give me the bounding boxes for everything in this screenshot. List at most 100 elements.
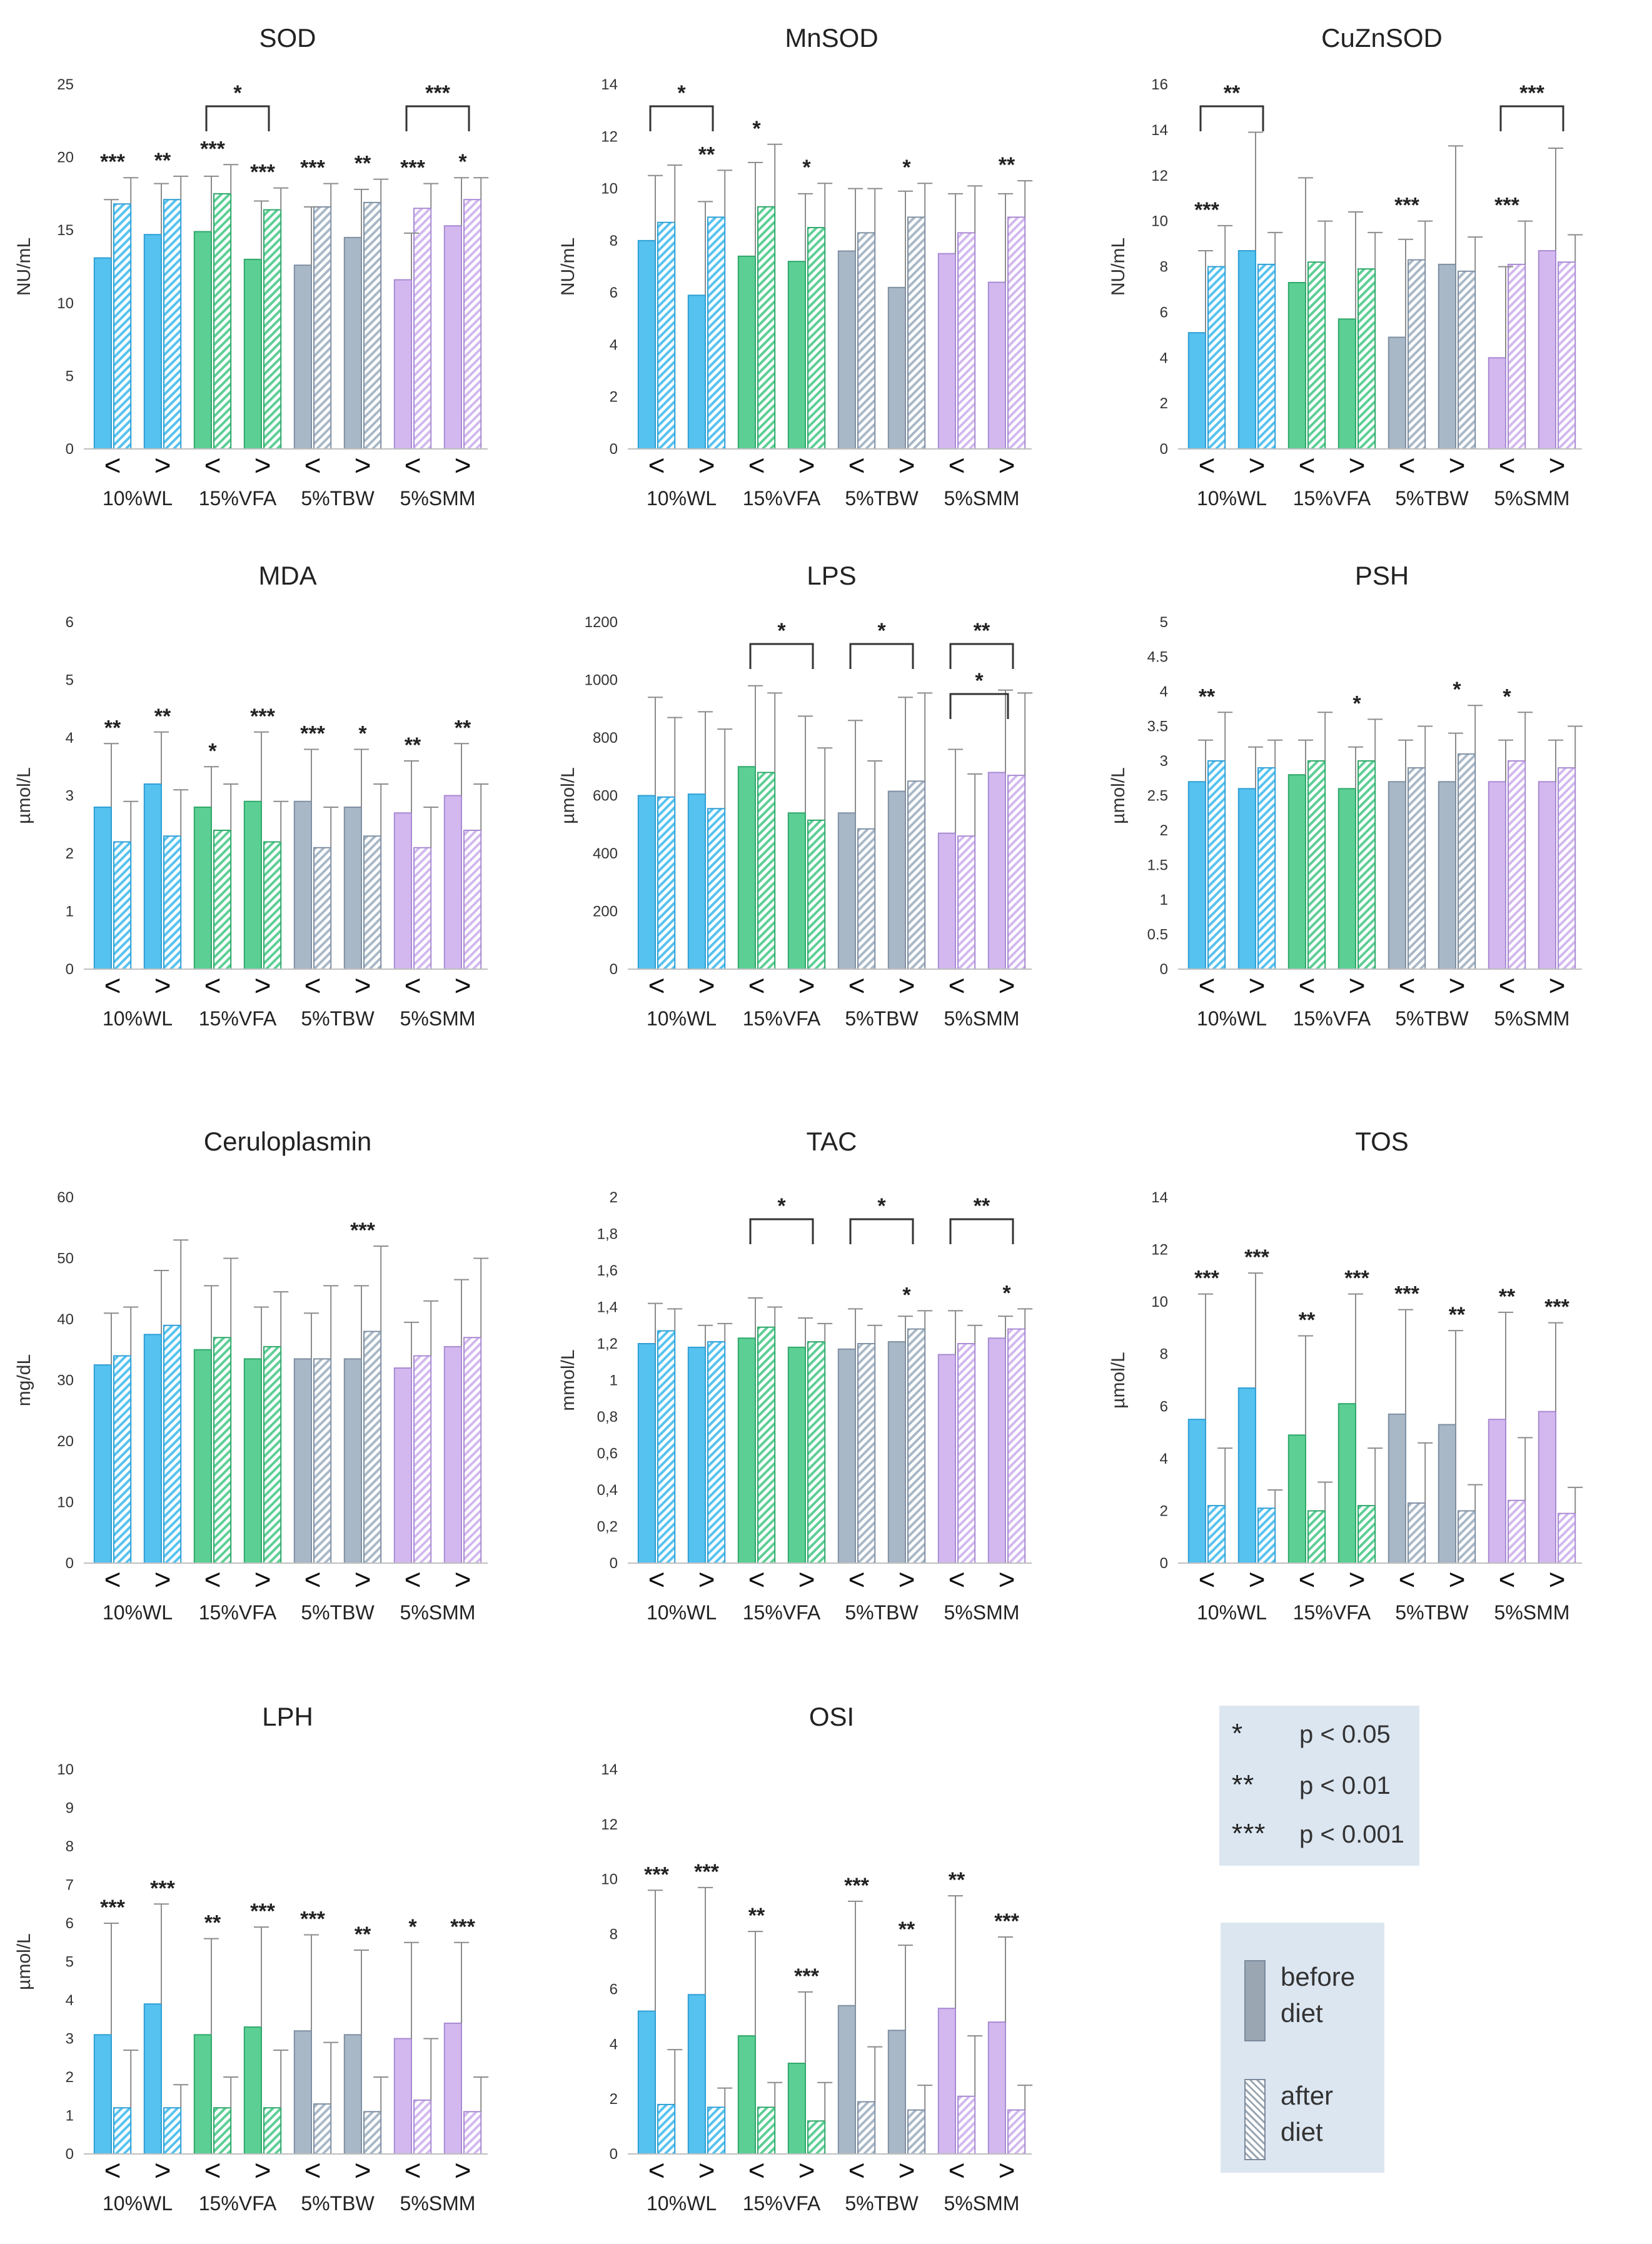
bar-after-diet xyxy=(657,221,676,450)
category-label: < xyxy=(1499,449,1516,481)
group-label: 15%VFA xyxy=(199,2192,277,2215)
group-label: 5%TBW xyxy=(845,487,919,510)
bar-after-diet xyxy=(213,2107,232,2155)
category-label: > xyxy=(254,449,271,481)
chart-panel-lps: LPS 0 200 400 600 800 1000 1200 µmol/L < > < > < > < >10… xyxy=(558,561,1033,1030)
bar-before-diet xyxy=(243,1358,262,1564)
bar-before-diet xyxy=(887,2030,907,2155)
bar-after-diet xyxy=(413,1355,432,1564)
significance-stars: ** xyxy=(748,1904,765,1928)
significance-stars: * xyxy=(902,156,911,179)
bar-before-diet xyxy=(987,1337,1007,1564)
y-tick-label: 5 xyxy=(66,1954,74,1971)
bar-after-diet xyxy=(907,1328,926,1564)
significance-stars: ** xyxy=(899,1918,915,1941)
bar-after-diet xyxy=(263,2107,282,2155)
bar-after-diet xyxy=(757,772,776,970)
group-label: 15%VFA xyxy=(199,1007,277,1030)
bar-after-diet xyxy=(707,1341,726,1564)
bar-before-diet xyxy=(687,793,707,970)
category-label: < xyxy=(104,1563,121,1596)
y-tick-label: 40 xyxy=(57,1311,74,1328)
group-label: 15%VFA xyxy=(743,1007,821,1030)
bar-after-diet xyxy=(857,232,876,450)
bar-after-diet xyxy=(313,206,332,450)
bracket-stars: *** xyxy=(425,81,450,105)
category-label: > xyxy=(899,2154,915,2186)
significance-bracket xyxy=(405,105,470,131)
category-label: > xyxy=(1349,1563,1366,1596)
group-label: 5%TBW xyxy=(845,1601,919,1624)
y-tick-label: 2 xyxy=(1160,822,1168,839)
significance-bracket xyxy=(849,1218,914,1244)
y-tick-label: 1,8 xyxy=(597,1226,618,1243)
significance-stars: *** xyxy=(844,1874,869,1898)
bar-before-diet xyxy=(93,257,113,450)
category-label: < xyxy=(1199,969,1216,1002)
bar-after-diet xyxy=(463,199,482,450)
bar-before-diet xyxy=(1388,336,1407,450)
bar-after-diet xyxy=(1207,1505,1226,1564)
y-tick-label: 200 xyxy=(593,903,618,920)
bracket-stars: ** xyxy=(974,1194,990,1218)
category-label: > xyxy=(999,2154,1015,2186)
significance-stars: *** xyxy=(300,156,325,180)
y-tick-label: 2 xyxy=(66,845,74,862)
bar-after-diet xyxy=(1558,1512,1576,1564)
significance-stars: ** xyxy=(455,716,471,740)
y-tick-label: 30 xyxy=(57,1372,74,1389)
bar-after-diet xyxy=(163,2107,182,2155)
y-tick-label: 1,2 xyxy=(597,1336,618,1352)
bar-before-diet xyxy=(637,1343,656,1564)
y-tick-label: 0 xyxy=(66,441,74,458)
significance-stars: * xyxy=(358,722,367,746)
bar-after-diet xyxy=(757,1326,776,1564)
group-label: 15%VFA xyxy=(199,487,277,510)
y-tick-label: 10 xyxy=(601,181,618,198)
bar-before-diet xyxy=(293,264,312,450)
group-label: 5%TBW xyxy=(845,2192,919,2215)
significance-stars: *** xyxy=(1394,1282,1419,1306)
bar-after-diet xyxy=(757,2106,776,2155)
significance-stars: ** xyxy=(949,1868,965,1892)
y-tick-label: 25 xyxy=(57,76,74,93)
significance-stars: *** xyxy=(350,1219,375,1242)
y-tick-label: 1,6 xyxy=(597,1262,618,1279)
bar-after-diet xyxy=(907,216,926,450)
after-diet-swatch xyxy=(1244,2079,1266,2160)
y-tick-label: 16 xyxy=(1151,76,1168,93)
bar-after-diet xyxy=(957,2095,976,2155)
category-label: > xyxy=(1449,1563,1466,1596)
y-tick-label: 10 xyxy=(601,1871,618,1888)
significance-stars: * xyxy=(1453,678,1461,702)
y-tick-label: 15 xyxy=(57,222,74,239)
category-label: > xyxy=(455,449,471,481)
significance-stars: ** xyxy=(1199,685,1216,708)
significance-bracket xyxy=(749,643,814,669)
y-tick-label: 1,4 xyxy=(597,1299,618,1316)
group-label: 10%WL xyxy=(103,487,173,510)
significance-label: p < 0.001 xyxy=(1299,1821,1404,1848)
category-label: < xyxy=(305,449,321,481)
significance-stars: ** xyxy=(1299,1308,1316,1332)
category-label: < xyxy=(648,1563,665,1596)
chart-title: MDA xyxy=(258,561,316,590)
y-tick-label: 14 xyxy=(1151,122,1168,139)
bar-after-diet xyxy=(1307,760,1326,970)
bar-after-diet xyxy=(463,830,482,970)
bar-after-diet xyxy=(1508,760,1526,970)
y-tick-label: 2 xyxy=(1160,1502,1168,1519)
significance-stars: * xyxy=(1503,685,1511,708)
category-label: > xyxy=(698,2154,715,2186)
y-tick-label: 1 xyxy=(66,2108,74,2125)
significance-stars: ** xyxy=(1499,1285,1516,1309)
bar-after-diet xyxy=(313,2103,332,2155)
significance-stars: * xyxy=(408,1915,417,1939)
category-label: > xyxy=(154,2154,171,2186)
bar-before-diet xyxy=(343,236,362,450)
category-label: > xyxy=(1549,1563,1566,1596)
category-label: > xyxy=(1249,969,1266,1002)
y-axis-label: µmol/L xyxy=(558,767,578,824)
significance-bracket xyxy=(649,105,714,131)
